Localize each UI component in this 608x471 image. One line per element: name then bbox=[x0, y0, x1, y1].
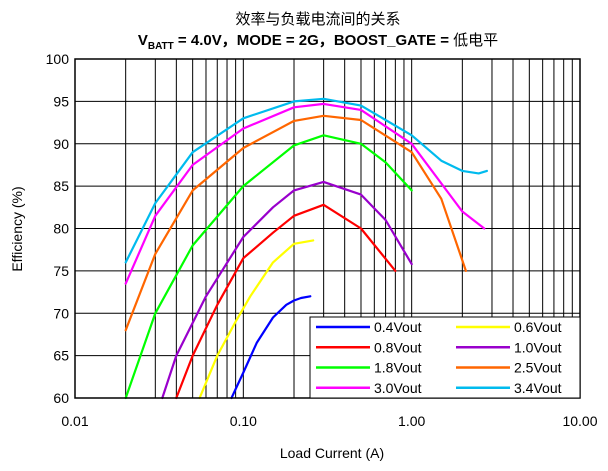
series-line-3-0vout bbox=[124, 102, 486, 285]
y-tick-label: 75 bbox=[53, 263, 69, 279]
x-tick-label: 0.01 bbox=[61, 413, 88, 429]
y-tick-label: 85 bbox=[53, 178, 69, 194]
y-tick-label: 95 bbox=[53, 93, 69, 109]
legend: 0.4Vout 0.6Vout 0.8Vout 1.0Vout 1.8Vout 2.5Vo… bbox=[309, 316, 581, 399]
series-layer bbox=[124, 97, 488, 400]
legend-label: 1.0Vout bbox=[514, 339, 562, 355]
series-line-2-5vout bbox=[124, 114, 467, 332]
series-line-0-8vout bbox=[175, 203, 397, 400]
y-tick-label: 65 bbox=[53, 348, 69, 364]
legend-label: 1.8Vout bbox=[374, 360, 422, 376]
x-tick-label: 0.10 bbox=[230, 413, 257, 429]
tick-labels: 0.01 0.10 1.00 10.00 60 65 70 75 80 85 90 95 100 bbox=[46, 51, 598, 429]
chart-subtitle: VBATT = 4.0V，MODE = 2G，BOOST_GATE = 低电平 bbox=[138, 32, 498, 52]
y-tick-label: 90 bbox=[53, 136, 69, 152]
legend-label: 0.8Vout bbox=[374, 339, 422, 355]
legend-label: 0.6Vout bbox=[514, 319, 562, 335]
series-line-0-4vout bbox=[230, 295, 312, 400]
y-axis-label: Efficiency (%) bbox=[9, 186, 25, 271]
series-line-3-4vout bbox=[124, 97, 488, 264]
y-tick-label: 80 bbox=[53, 221, 69, 237]
legend-label: 3.0Vout bbox=[374, 380, 422, 396]
legend-label: 3.4Vout bbox=[514, 380, 562, 396]
y-tick-label: 100 bbox=[46, 51, 70, 67]
y-tick-label: 60 bbox=[53, 390, 69, 406]
subtitle-conditions: = 4.0V，MODE = 2G，BOOST_GATE = bbox=[174, 32, 453, 49]
series-line-1-8vout bbox=[124, 134, 413, 400]
series-line-0-6vout bbox=[198, 239, 315, 400]
chart-title: 效率与负载电流间的关系 bbox=[235, 11, 400, 28]
subtitle-v-prefix: V bbox=[138, 32, 148, 49]
x-tick-label: 1.00 bbox=[398, 413, 425, 429]
subtitle-v-sub: BATT bbox=[148, 41, 174, 52]
x-axis-label: Load Current (A) bbox=[280, 445, 384, 461]
legend-label: 2.5Vout bbox=[514, 360, 562, 376]
y-tick-label: 70 bbox=[53, 305, 69, 321]
x-tick-label: 10.00 bbox=[562, 413, 597, 429]
subtitle-suffix: 低电平 bbox=[453, 32, 498, 49]
series-line-1-0vout bbox=[161, 180, 413, 400]
legend-box bbox=[309, 316, 581, 399]
legend-label: 0.4Vout bbox=[374, 319, 422, 335]
